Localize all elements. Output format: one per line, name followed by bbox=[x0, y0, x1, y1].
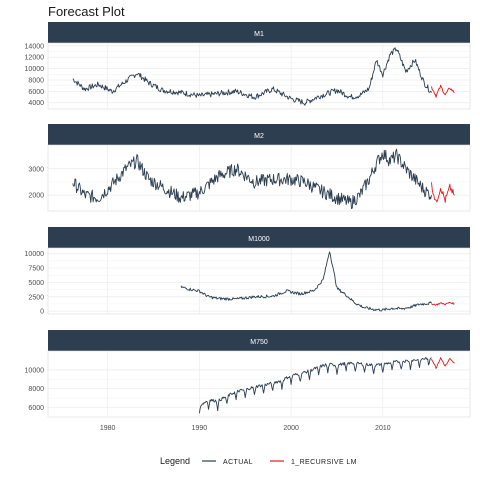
y-tick-label: 10000 bbox=[25, 66, 45, 73]
y-tick-label: 8000 bbox=[28, 386, 44, 393]
x-tick-label: 2010 bbox=[375, 425, 391, 432]
facet-strip bbox=[48, 124, 470, 145]
x-tick-label: 1990 bbox=[192, 425, 208, 432]
actual-line bbox=[72, 148, 432, 210]
facet-strip-label: M1000 bbox=[248, 236, 270, 243]
facet-strip bbox=[48, 330, 470, 351]
y-tick-label: 8000 bbox=[28, 77, 44, 84]
legend-label-forecast: 1_RECURSIVE LM bbox=[291, 459, 357, 466]
actual-line bbox=[72, 47, 432, 106]
actual-line bbox=[198, 357, 432, 414]
y-tick-label: 7500 bbox=[28, 266, 44, 273]
chart-title: Forecast Plot bbox=[48, 4, 125, 19]
facet-strip-label: M750 bbox=[250, 339, 268, 346]
facet-panels: M1400060008000100001200014000M220003000M… bbox=[25, 22, 471, 432]
facet-panel-m1000: M1000 0 2500 5000 7500 10000 bbox=[25, 227, 471, 316]
y-tick-label: 10000 bbox=[25, 251, 45, 258]
forecast-line bbox=[431, 182, 455, 203]
legend-label-actual: ACTUAL bbox=[223, 459, 253, 466]
y-tick-label: 2000 bbox=[28, 193, 44, 200]
y-tick-label: 12000 bbox=[25, 55, 45, 62]
facet-panel-m1: M1 4000 6000 8000 10000 12000 14000 bbox=[25, 22, 471, 110]
facet-strip bbox=[48, 227, 470, 248]
forecast-line bbox=[431, 84, 455, 98]
x-tick-label: 2000 bbox=[283, 425, 299, 432]
facet-strip bbox=[48, 22, 470, 43]
y-tick-label: 6000 bbox=[28, 405, 44, 412]
facet-panel-m750: M750 6000 8000 10000 bbox=[25, 330, 471, 418]
y-tick-label: 4000 bbox=[28, 100, 44, 107]
y-tick-label: 0 bbox=[40, 309, 44, 316]
panel-background bbox=[47, 350, 471, 418]
y-tick-label: 3000 bbox=[28, 166, 44, 173]
panel-background bbox=[47, 144, 471, 212]
y-tick-label: 6000 bbox=[28, 89, 44, 96]
y-tick-label: 10000 bbox=[25, 367, 45, 374]
facet-strip-label: M2 bbox=[254, 133, 264, 140]
forecast-line bbox=[431, 357, 455, 369]
y-tick-label: 14000 bbox=[25, 43, 45, 50]
y-tick-label: 5000 bbox=[28, 280, 44, 287]
x-axis: 1980 1990 2000 2010 bbox=[100, 425, 391, 432]
legend-title: Legend bbox=[160, 456, 190, 466]
facet-panel-m2: M2 2000 3000 bbox=[28, 124, 471, 212]
panel-background bbox=[47, 42, 471, 110]
facet-strip-label: M1 bbox=[254, 31, 264, 38]
actual-line bbox=[180, 251, 432, 312]
x-tick-label: 1980 bbox=[100, 425, 116, 432]
legend: Legend ACTUAL 1_RECURSIVE LM bbox=[160, 456, 357, 466]
y-tick-label: 2500 bbox=[28, 294, 44, 301]
forecast-line bbox=[431, 301, 455, 306]
panel-background bbox=[47, 247, 471, 315]
